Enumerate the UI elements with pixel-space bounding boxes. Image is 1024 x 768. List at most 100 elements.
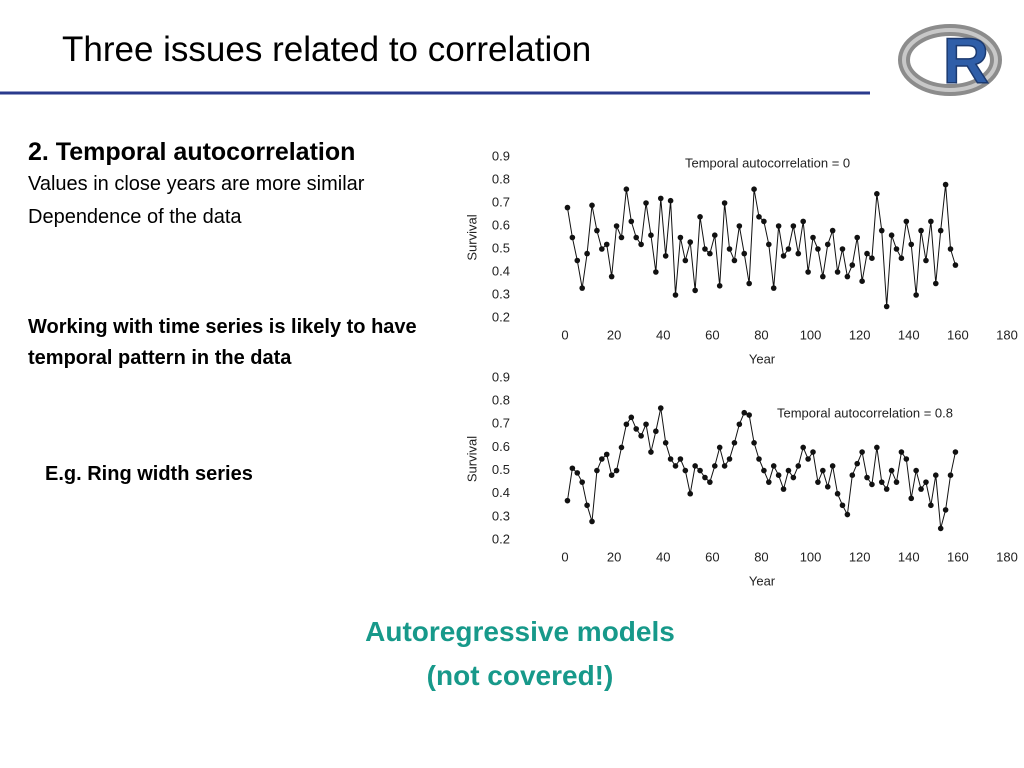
data-point [815,479,821,485]
data-point [790,474,797,481]
y-tick-label: 0.8 [492,171,510,186]
data-point [677,234,684,241]
data-point [707,479,713,485]
data-point [687,239,694,245]
y-tick-label: 0.9 [492,148,510,163]
data-point [589,518,595,525]
data-point [613,467,620,474]
data-point [937,525,944,532]
data-point [859,278,865,285]
data-point [893,246,900,252]
data-point [878,227,885,234]
data-point [599,456,605,462]
x-tick-label: 40 [656,549,670,564]
data-point [785,246,792,252]
data-point [599,246,605,252]
data-point [716,283,723,289]
data-point [657,195,664,202]
data-point [731,440,738,446]
data-point [878,479,885,485]
data-point [692,287,698,294]
data-point [756,214,762,220]
data-point [947,246,954,252]
data-point [800,444,806,451]
data-point [780,486,787,492]
data-point [584,250,590,257]
x-tick-label: 0 [561,327,568,342]
data-point [756,456,762,462]
y-tick-label: 0.9 [492,369,510,384]
data-point [746,280,752,287]
data-point [618,444,625,451]
text-line: Values in close years are more similar [28,173,365,195]
data-point [932,472,939,479]
x-tick-label: 140 [898,327,920,342]
x-tick-label: 20 [607,327,621,342]
text-line: Dependence of the data [28,206,242,228]
x-tick-label: 80 [754,327,768,342]
data-point [746,412,752,418]
data-point [869,255,875,261]
data-point [913,467,919,474]
data-point [628,218,635,225]
data-point [849,472,856,479]
x-tick-label: 180 [996,549,1018,564]
x-tick-label: 80 [754,549,768,564]
data-point [672,463,679,469]
data-point [800,218,806,225]
x-tick-label: 60 [705,327,719,342]
r-logo: R [898,24,1002,98]
y-tick-label: 0.6 [492,439,510,454]
data-point [932,280,939,287]
data-point [888,232,895,238]
footer-line: (not covered!) [426,660,614,691]
data-point [795,250,802,257]
data-point [692,463,698,469]
x-tick-label: 120 [849,549,871,564]
data-point [859,449,865,455]
data-point [638,241,644,248]
data-point [908,241,915,248]
annotation: Temporal autocorrelation = 0 [685,155,850,170]
x-tick-label: 160 [947,549,969,564]
data-point [942,181,949,188]
data-point [594,467,600,474]
y-tick-label: 0.3 [492,286,510,301]
data-point [766,241,772,248]
y-tick-label: 0.4 [492,263,510,278]
data-point [903,218,910,225]
x-tick-label: 160 [947,327,969,342]
data-point [653,269,659,275]
data-point [657,405,664,411]
slide-title: Three issues related to correlation [62,30,592,69]
data-point [770,285,777,291]
data-point [702,246,708,252]
logo-letter: R [943,25,989,97]
data-point [898,255,905,261]
data-point [761,467,767,474]
data-point [741,250,748,257]
data-point [633,426,640,432]
x-tick-label: 100 [800,549,822,564]
data-point [623,421,630,428]
data-point [589,202,595,209]
data-point [682,257,689,264]
y-tick-label: 0.7 [492,416,510,431]
data-point [820,273,826,280]
x-tick-label: 100 [800,327,822,342]
footer-line: Autoregressive models [365,616,675,647]
data-point [736,223,743,229]
data-point [918,227,924,234]
data-point [775,472,782,479]
data-point [815,246,821,252]
y-tick-label: 0.3 [492,508,510,523]
y-axis-label: Survival [464,214,479,260]
data-point [761,218,767,225]
data-point [898,449,905,455]
data-point [874,191,880,197]
y-tick-label: 0.6 [492,217,510,232]
heading: 2. Temporal autocorrelation [28,138,356,166]
data-point [643,200,649,206]
data-point [569,465,576,472]
